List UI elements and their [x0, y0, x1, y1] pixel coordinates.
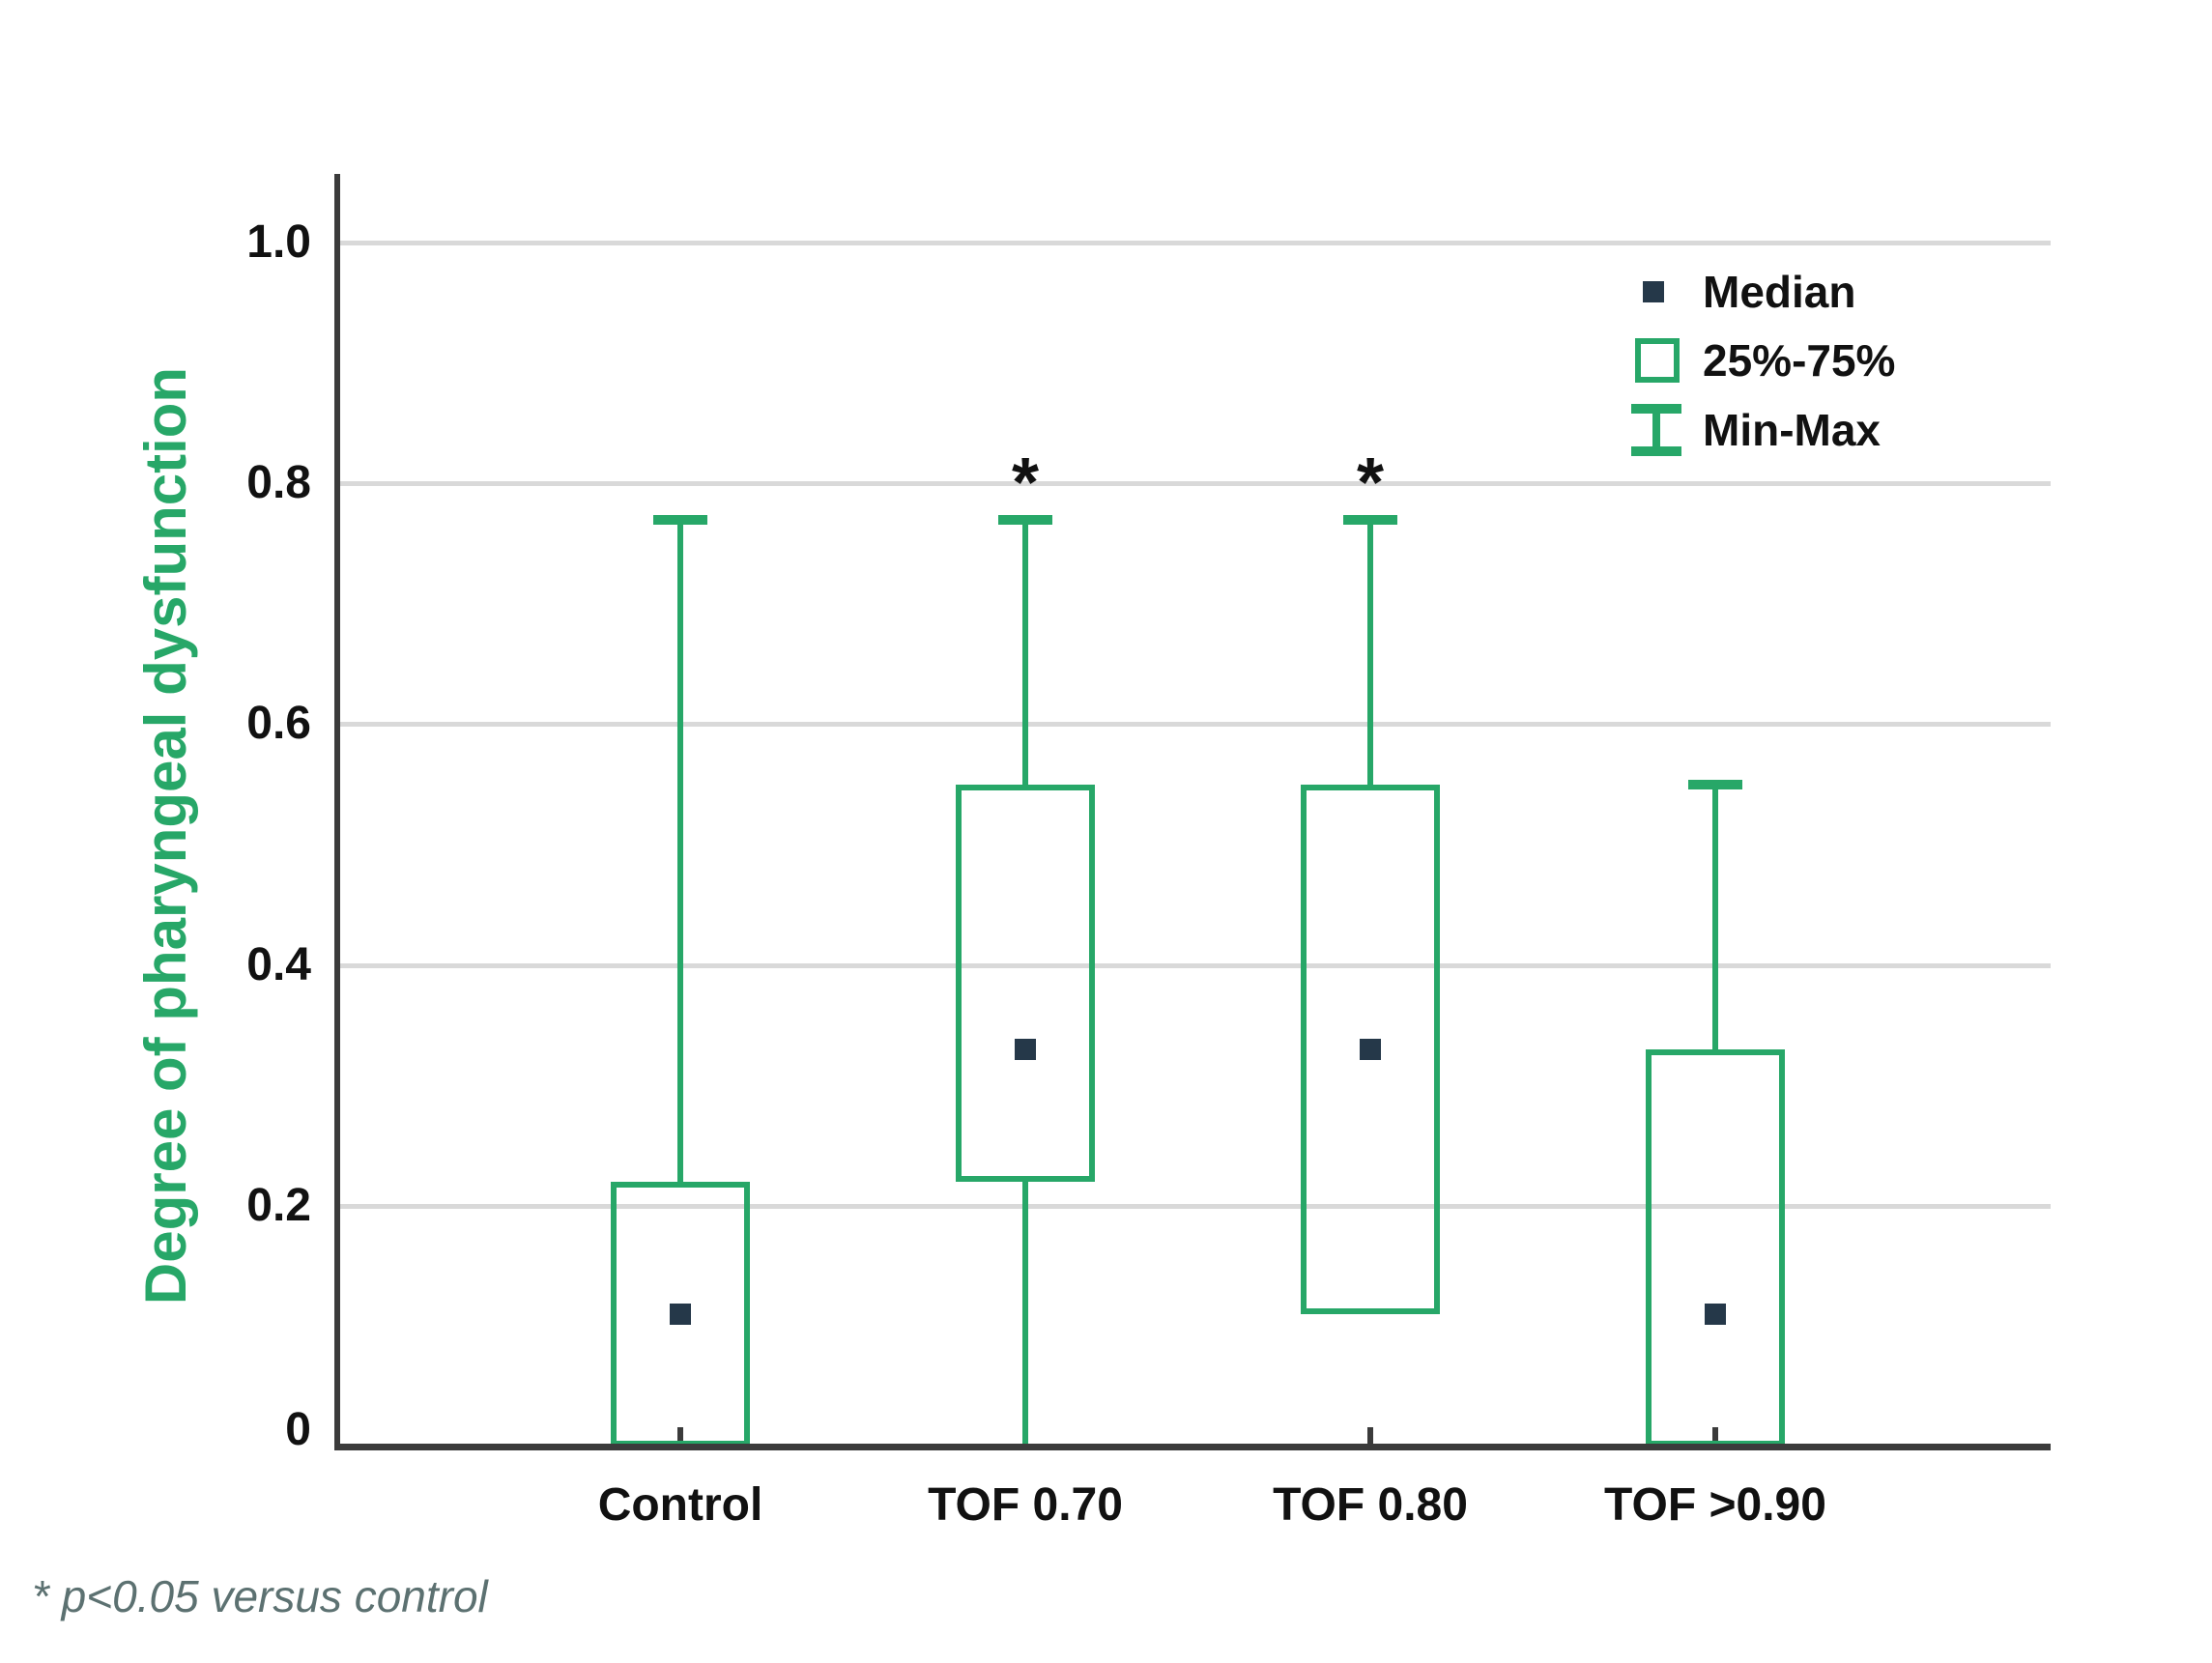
median-square-icon	[1643, 281, 1664, 302]
significance-asterisk-TOF 0.80: *	[1356, 444, 1385, 522]
y-axis-line	[334, 174, 340, 1450]
max-cap-Control	[653, 515, 707, 525]
y-tick-label-1.0: 1.0	[246, 216, 311, 268]
iqr-box-icon	[1635, 338, 1680, 383]
max-cap-TOF >0.90	[1688, 780, 1742, 789]
gridline-1	[337, 241, 2051, 245]
median-marker-TOF 0.70	[1015, 1039, 1036, 1060]
x-tick-TOF 0.80	[1367, 1427, 1373, 1447]
legend-label-median: Median	[1703, 267, 1856, 317]
iqr-box-TOF >0.90	[1646, 1049, 1785, 1447]
upper-whisker-TOF >0.90	[1712, 785, 1718, 1049]
y-tick-label-0.2: 0.2	[246, 1180, 311, 1231]
y-tick-label-0: 0	[285, 1404, 311, 1455]
x-label-tof-070: TOF 0.70	[928, 1479, 1123, 1531]
x-label-tof-080: TOF 0.80	[1273, 1479, 1468, 1531]
legend-label-iqr: 25%-75%	[1703, 335, 1896, 386]
x-label-control: Control	[597, 1479, 763, 1531]
gridline-0.6	[337, 722, 2051, 727]
gridline-0.4	[337, 963, 2051, 968]
x-axis-line	[334, 1444, 2051, 1450]
y-tick-label-0.8: 0.8	[246, 457, 311, 508]
minmax-whisker-icon	[1631, 404, 1681, 456]
iqr-box-TOF 0.80	[1301, 785, 1440, 1314]
median-marker-TOF 0.80	[1360, 1039, 1381, 1060]
significance-footnote: * p<0.05 versus control	[32, 1571, 488, 1621]
y-tick-label-0.4: 0.4	[246, 939, 311, 990]
x-tick-Control	[677, 1427, 683, 1447]
significance-asterisk-TOF 0.70: *	[1011, 444, 1040, 522]
median-marker-TOF >0.90	[1705, 1304, 1726, 1325]
y-tick-label-0.6: 0.6	[246, 698, 311, 749]
lower-whisker-TOF 0.70	[1022, 1182, 1028, 1447]
upper-whisker-TOF 0.70	[1022, 520, 1028, 785]
x-tick-TOF >0.90	[1712, 1427, 1718, 1447]
max-cap-TOF 0.70	[998, 515, 1052, 525]
upper-whisker-TOF 0.80	[1367, 520, 1373, 785]
legend-label-minmax: Min-Max	[1703, 405, 1881, 455]
gridline-0.2	[337, 1204, 2051, 1209]
iqr-box-TOF 0.70	[956, 785, 1095, 1182]
gridline-0.8	[337, 481, 2051, 486]
upper-whisker-Control	[677, 520, 683, 1182]
max-cap-TOF 0.80	[1343, 515, 1397, 525]
median-marker-Control	[670, 1304, 691, 1325]
x-label-tof-090: TOF >0.90	[1604, 1479, 1826, 1531]
